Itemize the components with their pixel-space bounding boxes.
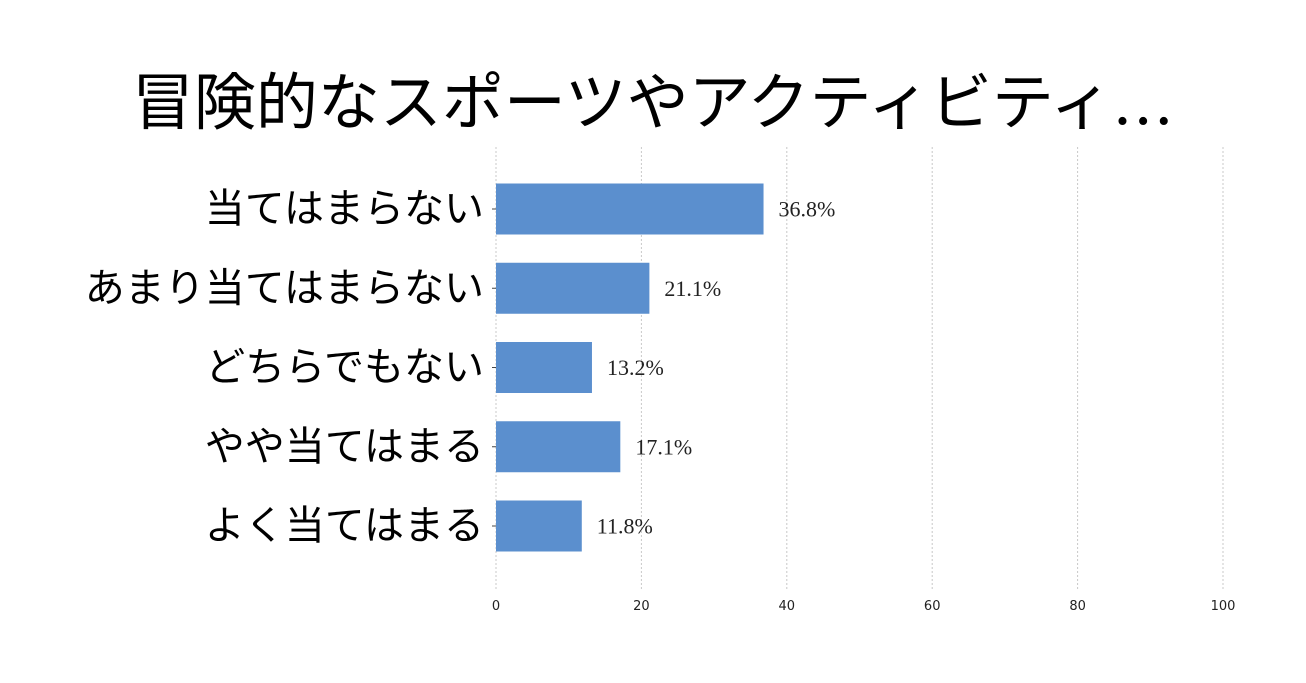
bar — [496, 421, 621, 473]
bar — [496, 262, 650, 314]
x-tick-label: 0 — [492, 599, 500, 614]
x-tick-label: 60 — [924, 599, 941, 614]
x-tick-label: 80 — [1069, 599, 1086, 614]
bar — [496, 500, 582, 552]
x-tick-label: 40 — [779, 599, 796, 614]
category-label: やや当てはまる — [205, 424, 484, 470]
x-tick-label: 20 — [633, 599, 650, 614]
x-tick-label: 100 — [1211, 599, 1236, 614]
category-label: よく当てはまる — [205, 503, 484, 549]
data-label: 21.1% — [664, 276, 721, 301]
data-label: 11.8% — [597, 514, 653, 539]
data-label: 36.8% — [779, 197, 836, 222]
data-label: 13.2% — [607, 355, 664, 380]
chart-title: 冒険的なスポーツやアクティビティ… — [131, 66, 1175, 139]
category-label: あまり当てはまらない — [85, 265, 484, 311]
bar — [496, 342, 592, 393]
category-label: 当てはまらない — [205, 186, 484, 232]
category-label: どちらでもない — [205, 345, 484, 391]
bar — [496, 183, 764, 235]
data-label: 17.1% — [635, 434, 692, 459]
